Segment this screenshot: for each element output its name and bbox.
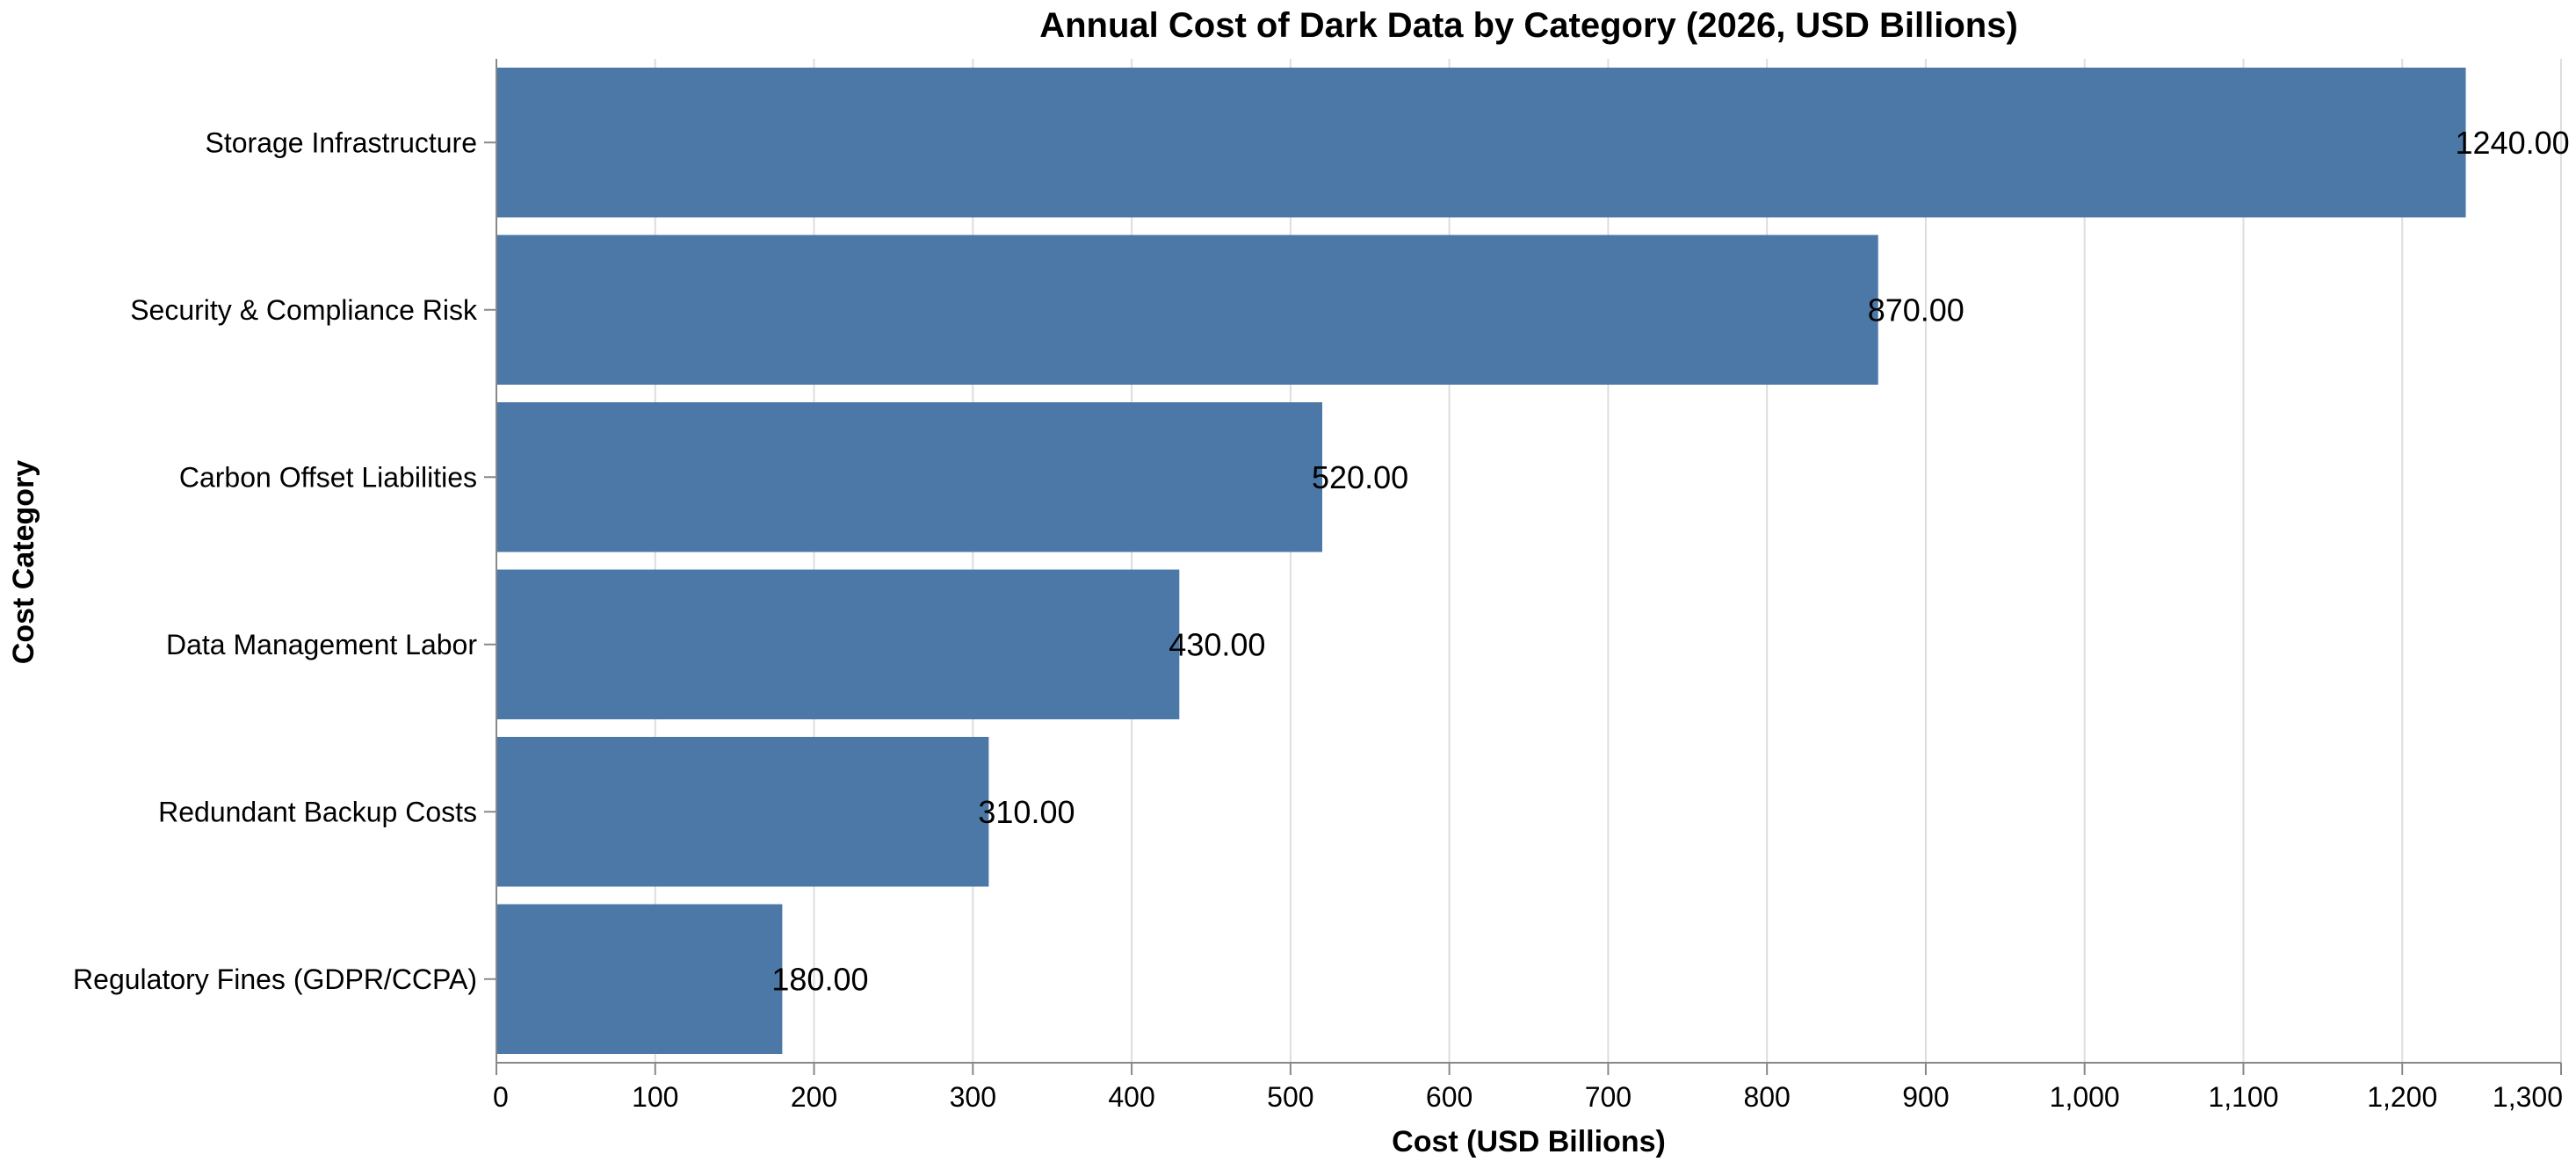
x-tick-label-1200: 1,200 xyxy=(2367,1081,2437,1113)
value-label-4: 310.00 xyxy=(978,794,1075,830)
x-tick-label-300: 300 xyxy=(950,1081,996,1113)
category-label-1: Security & Compliance Risk xyxy=(130,294,478,326)
grid-lines xyxy=(496,59,2562,1063)
x-tick-label-800: 800 xyxy=(1743,1081,1790,1113)
x-tick-label-600: 600 xyxy=(1426,1081,1473,1113)
value-label-2: 520.00 xyxy=(1312,459,1408,495)
x-tick-label-500: 500 xyxy=(1267,1081,1313,1113)
x-tick-label-1300: 1,300 xyxy=(2493,1081,2563,1113)
x-tick-label-700: 700 xyxy=(1585,1081,1632,1113)
value-label-1: 870.00 xyxy=(1868,292,1965,328)
x-tick-label-100: 100 xyxy=(632,1081,678,1113)
category-label-2: Carbon Offset Liabilities xyxy=(179,461,477,493)
value-label-3: 430.00 xyxy=(1169,626,1265,662)
x-tick-label-400: 400 xyxy=(1108,1081,1154,1113)
x-axis-title: Cost (USD Billions) xyxy=(1392,1125,1666,1158)
value-label-5: 180.00 xyxy=(771,961,868,997)
bar-2 xyxy=(496,402,1322,552)
bar-5 xyxy=(496,904,783,1054)
y-axis-title: Cost Category xyxy=(7,460,40,664)
category-label-3: Data Management Labor xyxy=(166,629,477,660)
value-label-0: 1240.00 xyxy=(2456,125,2570,161)
category-label-4: Redundant Backup Costs xyxy=(158,796,477,827)
bar-1 xyxy=(496,235,1878,385)
category-label-5: Regulatory Fines (GDPR/CCPA) xyxy=(73,963,477,995)
x-tick-label-0: 0 xyxy=(493,1081,509,1113)
category-label-0: Storage Infrastructure xyxy=(206,126,477,158)
axes: Storage Infrastructure Security & Complia… xyxy=(73,59,2563,1113)
bar-3 xyxy=(496,569,1180,719)
x-tick-label-1000: 1,000 xyxy=(2050,1081,2120,1113)
chart-title: Annual Cost of Dark Data by Category (20… xyxy=(1039,6,2018,45)
bars xyxy=(496,68,2466,1054)
x-tick-label-200: 200 xyxy=(791,1081,837,1113)
bar-4 xyxy=(496,737,989,887)
x-tick-label-900: 900 xyxy=(1902,1081,1949,1113)
value-labels: 1240.00 870.00 520.00 430.00 310.00 180.00 xyxy=(771,125,2569,998)
bar-0 xyxy=(496,68,2466,218)
x-tick-label-1100: 1,100 xyxy=(2208,1081,2278,1113)
